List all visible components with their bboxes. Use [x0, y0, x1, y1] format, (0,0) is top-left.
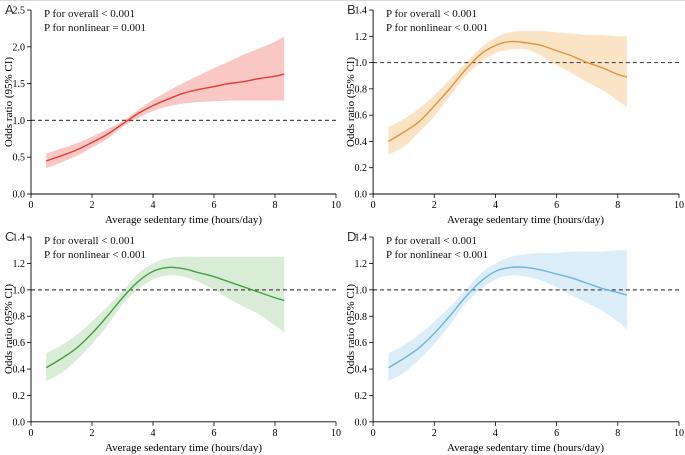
panel-letter: A	[5, 2, 15, 17]
y-tick-label: 0.0	[12, 417, 25, 428]
p-value-annotations: P for overall < 0.001 P for nonlinear = …	[44, 7, 146, 35]
y-tick-label: 0.0	[13, 190, 26, 201]
panel-letter: C	[5, 229, 15, 244]
trend-line	[388, 266, 628, 369]
p-overall-text: P for overall < 0.001	[386, 8, 478, 20]
x-tick-label: 10	[674, 200, 684, 211]
y-tick-label: 0.6	[355, 338, 368, 349]
panel-A-plot: 0.0 0.5 1.0 1.5 2.0 2.5 0 2 4 6 8 10	[13, 6, 342, 212]
y-tick-label: 2.0	[13, 42, 26, 53]
y-tick-label: 0.6	[355, 111, 368, 122]
y-tick-label: 1.4	[12, 233, 25, 244]
x-tick-label: 2	[432, 200, 437, 211]
y-tick-label: 0.2	[355, 391, 368, 402]
y-tick-label: 1.0	[355, 285, 368, 296]
y-tick-label: 1.5	[13, 79, 26, 90]
x-tick-label: 8	[615, 428, 620, 439]
panel-C-plot: 0.0 0.2 0.4 0.6 0.8 1.0 1.2 1.4 0 2 4 6 8 10	[12, 233, 341, 439]
y-axis-title: Odds ratio (95% CI)	[345, 56, 357, 148]
x-tick-label: 10	[331, 428, 341, 439]
panel-B-plot: 0.0 0.2 0.4 0.6 0.8 1.0 1.2 1.4 0 2 4 6 8 10	[355, 6, 684, 211]
y-axis-title: Odds ratio (95% CI)	[345, 283, 357, 375]
x-tick-label: 6	[212, 200, 217, 211]
y-tick-label: 0.4	[355, 137, 368, 148]
panel-B: 0.0 0.2 0.4 0.6 0.8 1.0 1.2 1.4 0 2 4 6 8 10 B P for …	[342, 1, 685, 228]
y-tick-label: 0.0	[355, 190, 368, 201]
y-tick-label: 0.4	[355, 365, 368, 376]
confidence-band	[46, 256, 285, 381]
x-tick-label: 0	[371, 200, 376, 211]
y-tick-label: 1.0	[12, 285, 25, 296]
confidence-band	[388, 30, 627, 155]
confidence-band	[46, 36, 285, 169]
y-tick-label: 0.2	[355, 163, 368, 174]
panel-letter: B	[347, 2, 357, 17]
p-nonlinear-text: P for nonlinear < 0.001	[44, 249, 147, 261]
x-axis-title: Average sedentary time (hours/day)	[446, 442, 605, 454]
trend-line	[388, 40, 628, 143]
p-overall-text: P for overall < 0.001	[44, 235, 136, 247]
p-nonlinear-text: P for nonlinear < 0.001	[386, 249, 489, 261]
y-tick-label: 1.2	[355, 32, 368, 43]
y-tick-label: 0.4	[12, 365, 25, 376]
x-axis-title: Average sedentary time (hours/day)	[104, 442, 263, 454]
y-tick-label: 1.4	[355, 233, 368, 244]
y-tick-label: 0.0	[355, 417, 368, 428]
x-tick-label: 4	[493, 428, 498, 439]
x-tick-label: 10	[331, 200, 341, 211]
y-tick-label: 2.5	[13, 6, 26, 17]
panel-A: 0.0 0.5 1.0 1.5 2.0 2.5 0 2 4 6 8 10 A P for overal…	[0, 1, 342, 228]
x-tick-label: 4	[493, 200, 498, 211]
trend-line	[45, 266, 285, 369]
x-tick-label: 0	[371, 428, 376, 439]
p-nonlinear-text: P for nonlinear < 0.001	[386, 22, 489, 34]
p-nonlinear-text: P for nonlinear = 0.001	[44, 22, 147, 34]
trend-line	[46, 73, 285, 162]
x-axis-title: Average sedentary time (hours/day)	[446, 214, 605, 226]
confidence-band	[388, 250, 627, 381]
y-tick-label: 1.2	[355, 259, 368, 270]
x-tick-label: 8	[272, 428, 277, 439]
x-tick-label: 0	[29, 200, 34, 211]
panel-letter: D	[347, 229, 357, 244]
y-tick-label: 0.5	[13, 153, 26, 164]
panel-D-plot: 0.0 0.2 0.4 0.6 0.8 1.0 1.2 1.4 0 2 4 6 8 10	[355, 233, 684, 439]
x-tick-label: 10	[674, 428, 684, 439]
y-tick-label: 0.2	[12, 391, 25, 402]
y-axis-title: Odds ratio (95% CI)	[3, 56, 15, 148]
y-tick-label: 0.6	[12, 338, 25, 349]
x-tick-label: 2	[90, 200, 95, 211]
y-tick-label: 1.4	[355, 6, 368, 17]
x-tick-label: 0	[28, 428, 33, 439]
y-tick-label: 1.0	[13, 116, 26, 127]
p-value-annotations: P for overall < 0.001 P for nonlinear < …	[386, 234, 488, 262]
x-tick-label: 2	[432, 428, 437, 439]
panel-D: 0.0 0.2 0.4 0.6 0.8 1.0 1.2 1.4 0 2 4 6 8 10 D P for …	[342, 228, 685, 455]
y-tick-label: 0.8	[355, 84, 368, 95]
y-tick-label: 1.0	[355, 58, 368, 69]
y-tick-label: 1.2	[12, 259, 25, 270]
y-tick-label: 0.8	[355, 312, 368, 323]
x-tick-label: 8	[273, 200, 278, 211]
x-axis-title: Average sedentary time (hours/day)	[104, 214, 263, 226]
x-tick-label: 4	[150, 428, 155, 439]
x-tick-label: 6	[554, 428, 559, 439]
x-tick-label: 6	[211, 428, 216, 439]
x-tick-label: 6	[554, 200, 559, 211]
p-value-annotations: P for overall < 0.001 P for nonlinear < …	[386, 7, 488, 35]
y-axis-title: Odds ratio (95% CI)	[3, 283, 15, 375]
panel-C: 0.0 0.2 0.4 0.6 0.8 1.0 1.2 1.4 0 2 4 6 8 10 C P for …	[0, 228, 342, 455]
p-overall-text: P for overall < 0.001	[44, 8, 136, 20]
x-tick-label: 8	[615, 200, 620, 211]
p-overall-text: P for overall < 0.001	[386, 235, 478, 247]
p-value-annotations: P for overall < 0.001 P for nonlinear < …	[44, 234, 146, 262]
y-tick-label: 0.8	[12, 312, 25, 323]
x-tick-label: 4	[151, 200, 156, 211]
x-tick-label: 2	[89, 428, 94, 439]
